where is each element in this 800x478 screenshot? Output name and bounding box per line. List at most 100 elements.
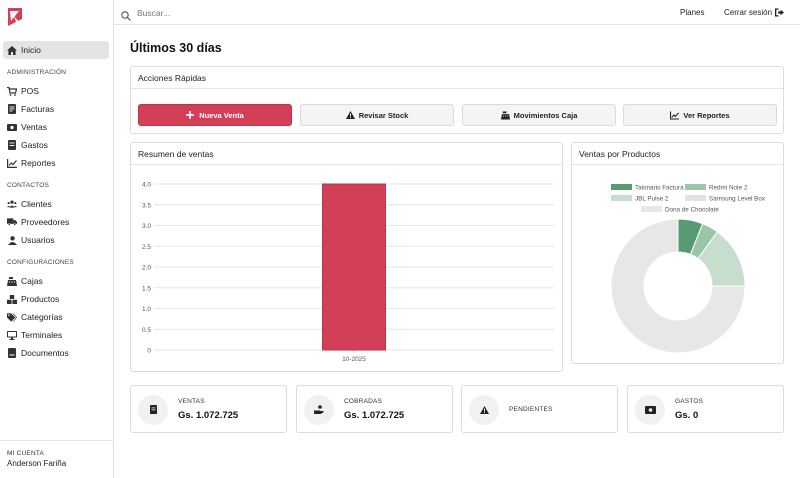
users-icon bbox=[7, 199, 17, 209]
money-icon bbox=[7, 122, 17, 132]
y-tick-label: 3.0 bbox=[142, 223, 151, 230]
cash-moves-label: Movimientos Caja bbox=[513, 110, 578, 120]
stat-label: VENTAS bbox=[178, 398, 205, 405]
new-sale-button[interactable]: Nueva Venta bbox=[138, 104, 292, 126]
y-tick-label: 0.5 bbox=[142, 327, 151, 334]
search-icon bbox=[121, 8, 131, 21]
sidebar-item-usuarios[interactable]: Usuarios bbox=[3, 231, 109, 249]
sidebar-item-label: Terminales bbox=[21, 330, 63, 340]
hand-holding-dollar-icon bbox=[314, 401, 324, 419]
account-name: Anderson Fariña bbox=[7, 459, 67, 468]
desktop-icon bbox=[7, 330, 17, 340]
stat-icon-wrap bbox=[138, 395, 168, 425]
stat-icon-wrap bbox=[304, 395, 334, 425]
sidebar-item-label: Documentos bbox=[21, 348, 69, 358]
stat-value: Gs. 0 bbox=[675, 410, 699, 421]
y-tick-label: 0 bbox=[147, 348, 151, 355]
new-sale-label: Nueva Venta bbox=[199, 110, 244, 120]
account-panel[interactable]: MI CUENTA Anderson Fariña bbox=[0, 440, 113, 478]
section-administracion: ADMINISTRACIÓN bbox=[7, 68, 67, 76]
products-sales-card: Ventas por Productos Talonario Factura Re… bbox=[571, 142, 784, 364]
bar[interactable] bbox=[322, 183, 386, 351]
sidebar-item-gastos[interactable]: Gastos bbox=[3, 136, 109, 154]
stat-label: COBRADAS bbox=[344, 398, 383, 405]
x-tick-label: 10-2025 bbox=[342, 356, 366, 363]
sidebar-item-clientes[interactable]: Clientes bbox=[3, 195, 109, 213]
sidebar-item-label: Gastos bbox=[21, 140, 48, 150]
y-tick-label: 2.0 bbox=[142, 265, 151, 272]
y-tick-label: 1.5 bbox=[142, 285, 151, 292]
sidebar-item-label: Clientes bbox=[21, 199, 52, 209]
sidebar-item-label: POS bbox=[21, 86, 39, 96]
sidebar-item-reportes[interactable]: Reportes bbox=[3, 154, 109, 172]
chart-icon bbox=[7, 158, 17, 168]
check-stock-button[interactable]: Revisar Stock bbox=[300, 104, 454, 126]
y-tick-label: 4.0 bbox=[142, 182, 151, 189]
sidebar-item-label: Productos bbox=[21, 294, 60, 304]
sidebar: Inicio ADMINISTRACIÓN POS Facturas Venta… bbox=[0, 0, 114, 478]
document-icon bbox=[7, 348, 17, 358]
sidebar-item-facturas[interactable]: Facturas bbox=[3, 100, 109, 118]
cash-register-icon bbox=[7, 276, 17, 286]
stat-label: PENDIENTES bbox=[509, 406, 553, 413]
logout-button[interactable]: Cerrar sesión bbox=[724, 8, 785, 17]
legend-swatch bbox=[641, 206, 662, 212]
view-reports-label: Ver Reportes bbox=[683, 110, 730, 120]
legend-label[interactable]: Dona de Chocolate bbox=[665, 207, 719, 214]
sidebar-item-categorias[interactable]: Categorías bbox=[3, 308, 109, 326]
sidebar-item-inicio[interactable]: Inicio bbox=[3, 41, 109, 59]
stat-icon-wrap bbox=[469, 395, 499, 425]
warning-icon bbox=[479, 401, 489, 419]
sidebar-nav: Inicio ADMINISTRACIÓN POS Facturas Venta… bbox=[0, 41, 113, 362]
sidebar-item-terminales[interactable]: Terminales bbox=[3, 326, 109, 344]
truck-icon bbox=[7, 217, 17, 227]
brand-logo-icon[interactable] bbox=[7, 7, 23, 27]
quick-actions-card: Acciones Rápidas Nueva Venta Revisar Sto… bbox=[130, 66, 784, 134]
search-input[interactable] bbox=[137, 5, 337, 20]
sidebar-item-label: Inicio bbox=[21, 45, 41, 55]
planes-link[interactable]: Planes bbox=[680, 8, 705, 17]
plus-icon bbox=[186, 110, 195, 120]
legend-label[interactable]: Redmi Note 2 bbox=[709, 185, 748, 192]
legend-label[interactable]: JBL Pulse 2 bbox=[635, 196, 669, 203]
sidebar-item-productos[interactable]: Productos bbox=[3, 290, 109, 308]
account-title: MI CUENTA bbox=[7, 450, 45, 457]
sidebar-item-label: Usuarios bbox=[21, 235, 55, 245]
donut-slice[interactable] bbox=[610, 218, 746, 354]
boxes-icon bbox=[7, 294, 17, 304]
section-configuraciones: CONFIGURACIONES bbox=[7, 258, 74, 266]
legend-label[interactable]: Talonario Factura bbox=[635, 185, 684, 192]
sidebar-item-documentos[interactable]: Documentos bbox=[3, 344, 109, 362]
receipt-icon bbox=[7, 140, 17, 150]
stat-value: Gs. 1.072.725 bbox=[178, 410, 239, 421]
sidebar-item-pos[interactable]: POS bbox=[3, 82, 109, 100]
check-stock-label: Revisar Stock bbox=[358, 110, 409, 120]
sign-out-icon bbox=[775, 8, 785, 17]
products-donut-chart: Talonario Factura Redmi Note 2 JBL Pulse 2… bbox=[610, 184, 766, 354]
sidebar-item-proveedores[interactable]: Proveedores bbox=[3, 213, 109, 231]
logout-label: Cerrar sesión bbox=[724, 8, 773, 17]
page-title: Últimos 30 días bbox=[130, 41, 222, 55]
stat-card-cobradas: COBRADAS Gs. 1.072.725 bbox=[296, 385, 453, 433]
sidebar-item-label: Ventas bbox=[21, 122, 47, 132]
y-tick-label: 3.5 bbox=[142, 202, 151, 209]
user-icon bbox=[7, 235, 17, 245]
tags-icon bbox=[7, 312, 17, 322]
legend-swatch bbox=[611, 184, 632, 190]
legend-label[interactable]: Samsung Level Box bbox=[709, 196, 766, 203]
home-icon bbox=[7, 45, 17, 55]
cash-register-icon bbox=[500, 110, 510, 120]
y-tick-label: 2.5 bbox=[142, 244, 151, 251]
cash-moves-button[interactable]: Movimientos Caja bbox=[462, 104, 616, 126]
sidebar-item-ventas[interactable]: Ventas bbox=[3, 118, 109, 136]
sales-summary-title: Resumen de ventas bbox=[131, 143, 562, 165]
section-contactos: CONTACTOS bbox=[7, 181, 50, 189]
receipt-icon bbox=[149, 401, 157, 419]
quick-actions-title: Acciones Rápidas bbox=[131, 67, 783, 89]
products-sales-title: Ventas por Productos bbox=[572, 143, 783, 165]
sidebar-item-label: Reportes bbox=[21, 158, 56, 168]
sidebar-item-cajas[interactable]: Cajas bbox=[3, 272, 109, 290]
legend-swatch bbox=[685, 184, 706, 190]
view-reports-button[interactable]: Ver Reportes bbox=[623, 104, 777, 126]
sidebar-item-label: Categorías bbox=[21, 312, 63, 322]
